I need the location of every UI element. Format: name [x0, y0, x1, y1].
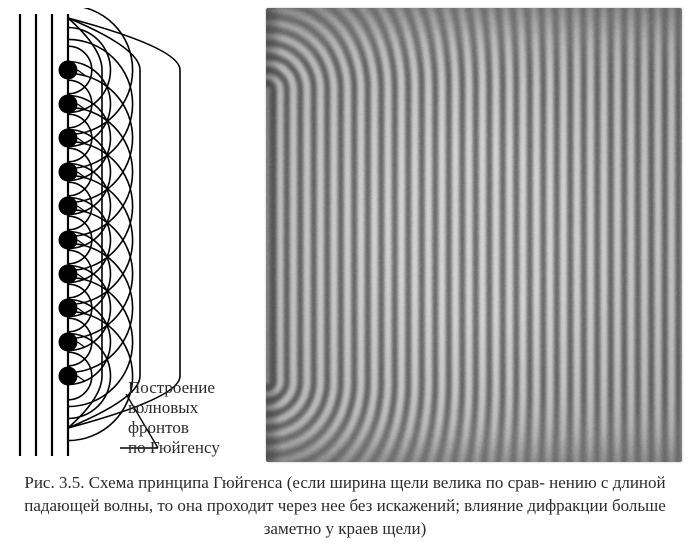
diffraction-photo	[266, 8, 682, 462]
huygens-diagram: Построение волновых фронтов по Гюйгенсу	[8, 8, 258, 462]
figure: Построение волновых фронтов по Гюйгенсу …	[0, 0, 690, 558]
huygens-label-line: Построение	[128, 378, 268, 398]
huygens-label-line: волновых	[128, 398, 268, 418]
huygens-label-line: по Гюйгенсу	[128, 438, 268, 458]
huygens-label-line: фронтов	[128, 418, 268, 438]
figure-caption: Рис. 3.5. Схема принципа Гюйгенса (если …	[14, 472, 676, 541]
caption-line: Рис. 3.5. Схема принципа Гюйгенса (если …	[24, 473, 544, 492]
huygens-label: Построение волновых фронтов по Гюйгенсу	[128, 378, 268, 458]
diffraction-canvas	[266, 8, 682, 462]
